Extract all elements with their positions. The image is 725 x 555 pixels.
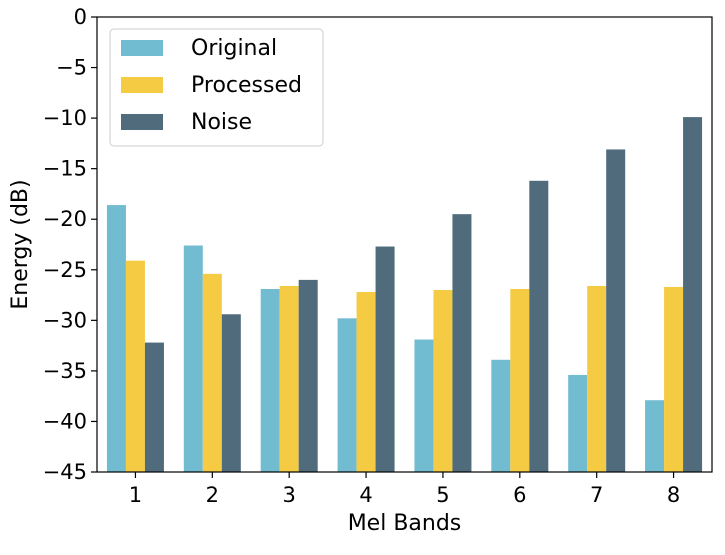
bar-processed-7 [587,285,607,472]
y-axis-label: Energy (dB) [8,179,33,309]
x-tick-label: 4 [359,483,372,507]
x-tick-label: 7 [590,483,603,507]
x-tick-label: 8 [667,483,680,507]
y-tick-label: −35 [43,359,87,383]
x-tick-label: 3 [283,483,296,507]
bar-original-5 [414,339,434,472]
bar-processed-1 [125,260,145,472]
bar-processed-8 [664,286,684,472]
bar-processed-4 [356,292,376,472]
bar-original-6 [491,359,511,472]
x-tick-label: 1 [129,483,142,507]
y-tick-label: −10 [43,106,87,130]
bar-noise-1 [144,342,164,472]
x-axis-label: Mel Bands [348,511,462,536]
bar-processed-3 [279,285,299,472]
bar-original-1 [106,205,126,473]
y-tick-label: −40 [43,409,87,433]
bar-original-3 [260,288,280,472]
bar-original-2 [183,245,203,472]
bar-original-4 [337,318,357,472]
bar-original-7 [568,374,588,472]
y-tick-label: −25 [43,258,87,282]
y-tick-label: −15 [43,157,87,181]
x-tick-label: 5 [436,483,449,507]
bar-original-8 [645,400,665,472]
y-tick-label: −20 [43,207,87,231]
legend: Original Processed Noise [109,28,324,147]
bars-layer [106,117,703,473]
y-tick-label: −30 [43,308,87,332]
x-tick-label: 6 [513,483,526,507]
y-tick-label: −5 [56,56,87,80]
legend-swatch-noise [121,114,163,130]
bar-noise-3 [298,279,318,472]
bar-processed-6 [510,288,530,472]
legend-label-processed: Processed [191,73,302,98]
bar-noise-8 [683,117,703,472]
legend-swatch-original [121,40,163,56]
legend-box [109,28,324,147]
y-tick-label: −45 [43,460,87,484]
legend-label-original: Original [191,36,277,61]
bar-noise-6 [529,180,549,473]
x-axis-ticks: 1 2 3 4 5 6 7 8 [129,472,680,507]
bar-noise-5 [452,214,472,472]
plot-frame [96,16,713,473]
bar-noise-4 [375,246,395,472]
bar-noise-2 [221,314,241,472]
y-axis-ticks: 0 −5 −10 −15 −20 −25 −30 −35 −40 −45 [43,5,97,484]
legend-label-noise: Noise [191,110,252,135]
bar-noise-7 [606,149,626,472]
bar-processed-2 [202,273,222,472]
x-tick-label: 2 [206,483,219,507]
legend-swatch-processed [121,77,163,93]
y-tick-label: 0 [74,5,87,29]
bar-processed-5 [433,290,453,472]
